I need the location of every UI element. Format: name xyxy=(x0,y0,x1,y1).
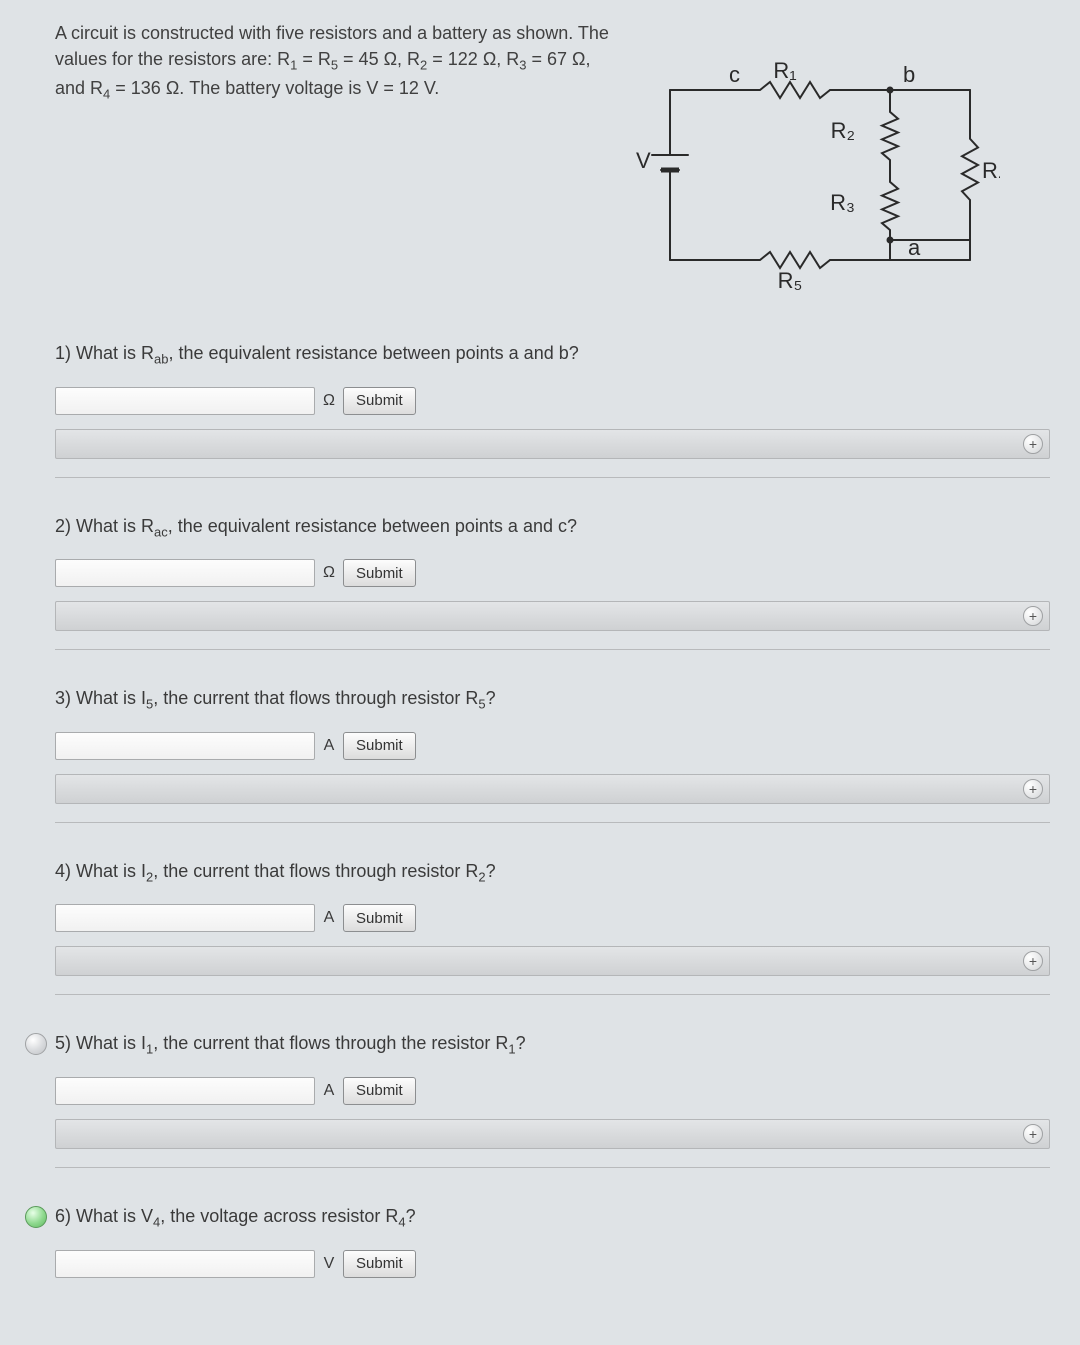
feedback-bar: + xyxy=(55,946,1050,976)
status-dot-icon xyxy=(25,1206,47,1228)
answer-input[interactable] xyxy=(55,904,315,932)
answer-input[interactable] xyxy=(55,1077,315,1105)
status-dot-icon xyxy=(25,1033,47,1055)
submit-button[interactable]: Submit xyxy=(343,904,416,932)
answer-input[interactable] xyxy=(55,387,315,415)
unit-label: Ω xyxy=(315,392,343,410)
svg-text:R₅: R₅ xyxy=(778,268,803,293)
question-text: 1) What is Rab, the equivalent resistanc… xyxy=(55,343,1050,367)
submit-button[interactable]: Submit xyxy=(343,387,416,415)
svg-text:c: c xyxy=(729,62,740,87)
answer-row: VSubmit xyxy=(55,1250,1050,1278)
answer-input[interactable] xyxy=(55,1250,315,1278)
unit-label: V xyxy=(315,1255,343,1273)
svg-text:a: a xyxy=(908,235,921,260)
answer-input[interactable] xyxy=(55,559,315,587)
problem-intro: A circuit is constructed with five resis… xyxy=(55,20,610,105)
question-text: 3) What is I5, the current that flows th… xyxy=(55,688,1050,712)
feedback-bar: + xyxy=(55,1119,1050,1149)
feedback-bar: + xyxy=(55,429,1050,459)
svg-text:b: b xyxy=(903,62,915,87)
unit-label: A xyxy=(315,1082,343,1100)
answer-row: ΩSubmit xyxy=(55,387,1050,415)
svg-text:R₃: R₃ xyxy=(830,190,855,215)
unit-label: A xyxy=(315,909,343,927)
answer-row: ΩSubmit xyxy=(55,559,1050,587)
question-5: 5) What is I1, the current that flows th… xyxy=(55,1033,1050,1168)
expand-plus-icon[interactable]: + xyxy=(1023,1124,1043,1144)
submit-button[interactable]: Submit xyxy=(343,559,416,587)
svg-text:R₄: R₄ xyxy=(982,158,1000,183)
answer-row: ASubmit xyxy=(55,732,1050,760)
unit-label: Ω xyxy=(315,564,343,582)
feedback-bar: + xyxy=(55,601,1050,631)
expand-plus-icon[interactable]: + xyxy=(1023,606,1043,626)
question-2: 2) What is Rac, the equivalent resistanc… xyxy=(55,516,1050,651)
svg-text:R₁: R₁ xyxy=(773,60,796,83)
expand-plus-icon[interactable]: + xyxy=(1023,434,1043,454)
feedback-bar: + xyxy=(55,774,1050,804)
unit-label: A xyxy=(315,737,343,755)
answer-input[interactable] xyxy=(55,732,315,760)
submit-button[interactable]: Submit xyxy=(343,1250,416,1278)
question-text: 5) What is I1, the current that flows th… xyxy=(55,1033,1050,1057)
answer-row: ASubmit xyxy=(55,1077,1050,1105)
question-text: 6) What is V4, the voltage across resist… xyxy=(55,1206,1050,1230)
circuit-diagram: V R₁ c b R₄ R₂ R₃ a R₅ xyxy=(630,60,1000,305)
svg-text:R₂: R₂ xyxy=(831,118,855,143)
question-3: 3) What is I5, the current that flows th… xyxy=(55,688,1050,823)
expand-plus-icon[interactable]: + xyxy=(1023,779,1043,799)
expand-plus-icon[interactable]: + xyxy=(1023,951,1043,971)
question-text: 2) What is Rac, the equivalent resistanc… xyxy=(55,516,1050,540)
question-text: 4) What is I2, the current that flows th… xyxy=(55,861,1050,885)
question-1: 1) What is Rab, the equivalent resistanc… xyxy=(55,343,1050,478)
submit-button[interactable]: Submit xyxy=(343,1077,416,1105)
svg-text:V: V xyxy=(636,148,651,173)
answer-row: ASubmit xyxy=(55,904,1050,932)
question-6: 6) What is V4, the voltage across resist… xyxy=(55,1206,1050,1278)
question-4: 4) What is I2, the current that flows th… xyxy=(55,861,1050,996)
submit-button[interactable]: Submit xyxy=(343,732,416,760)
